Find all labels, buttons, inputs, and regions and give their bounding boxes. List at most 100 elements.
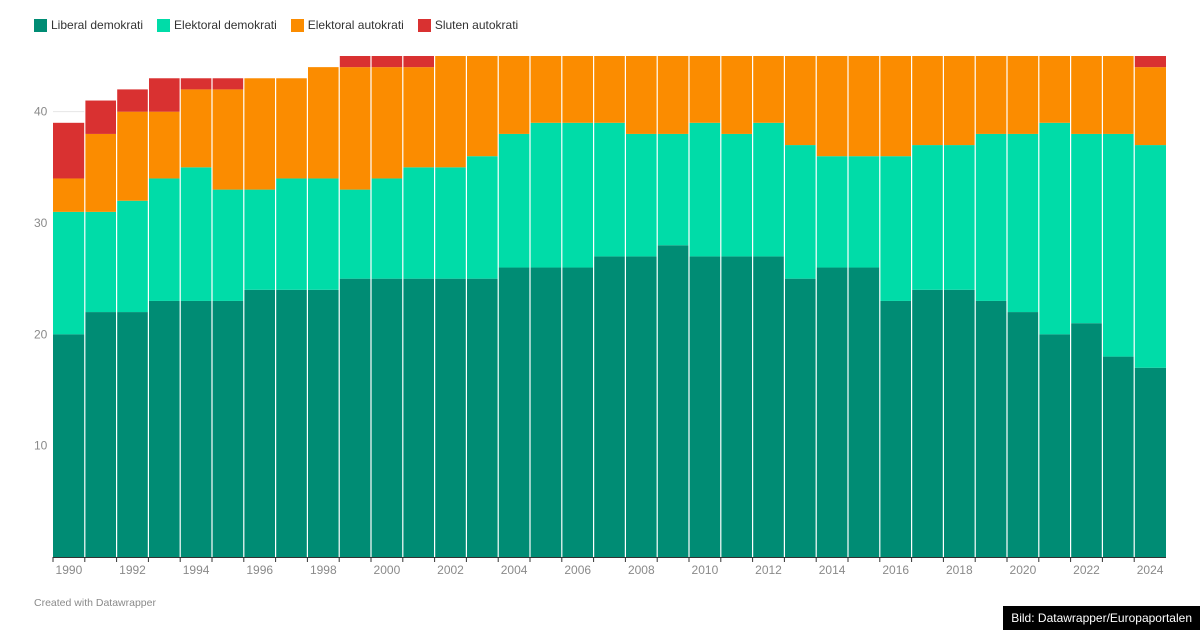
bar-segment [402, 67, 435, 168]
bar-segment [180, 167, 212, 301]
bar-segment [752, 56, 785, 123]
bar-segment [148, 300, 181, 557]
bar-segment [371, 56, 403, 68]
bar-segment [657, 245, 689, 557]
bar-segment [275, 78, 308, 179]
bar-segment [53, 178, 85, 212]
x-tick-label: 2008 [628, 563, 655, 577]
bar-segment [943, 289, 976, 557]
bar-segment [116, 312, 149, 557]
bar-segment [879, 56, 912, 157]
bar-segment [593, 256, 626, 557]
legend-item: Elektoral autokrati [290, 18, 404, 32]
bar-segment [625, 133, 658, 257]
bar-segment [593, 56, 626, 123]
bar-segment [307, 289, 340, 557]
legend-label: Liberal demokrati [51, 18, 144, 32]
bar-segment [657, 133, 689, 246]
bar-segment [434, 278, 467, 557]
legend-label: Elektoral demokrati [174, 18, 277, 32]
image-credit: Bild: Datawrapper/Europaportalen [1003, 606, 1200, 630]
bar-segment [371, 278, 403, 557]
bar-segment [402, 56, 435, 68]
bar-segment [84, 312, 117, 557]
bar-segment [530, 56, 562, 123]
bar-segment [561, 122, 594, 268]
bar-segment [212, 189, 244, 301]
bar-segment [911, 56, 944, 146]
x-tick-label: 2010 [692, 563, 719, 577]
legend-swatch [34, 18, 47, 32]
bar-segment [402, 167, 435, 279]
bar-segment [84, 100, 117, 134]
bar-segment [307, 67, 340, 179]
bar-segment [371, 67, 403, 179]
bar-segment [466, 56, 499, 157]
bar-segment [1007, 133, 1039, 313]
x-tick-label: 2024 [1137, 563, 1164, 577]
bar-segment [339, 67, 371, 190]
bar-segment [148, 78, 181, 112]
bar-segment [402, 278, 435, 557]
x-tick-label: 2022 [1073, 563, 1100, 577]
bar-segment [466, 278, 499, 557]
x-tick-label: 2014 [819, 563, 846, 577]
x-tick-label: 2020 [1010, 563, 1037, 577]
bar-segment [116, 111, 149, 201]
bar-segment [339, 189, 371, 279]
bar-segment [530, 267, 562, 557]
x-tick-label: 1994 [183, 563, 210, 577]
bar-segment [180, 300, 212, 557]
y-tick-label: 10 [34, 439, 48, 453]
legend-item: Sluten autokrati [417, 18, 518, 32]
bar-segment [84, 211, 117, 313]
bar-segment [593, 122, 626, 257]
bar-segment [116, 89, 149, 112]
bar-segment [1038, 334, 1071, 557]
bar-segment [784, 145, 817, 279]
bar-segment [625, 56, 658, 134]
bar-segment [275, 289, 308, 557]
x-tick-label: 1992 [119, 563, 146, 577]
bar-segment [720, 133, 753, 257]
bar-segment [625, 256, 658, 557]
y-tick-label: 40 [34, 105, 48, 119]
bar-segment [243, 189, 276, 290]
bar-segment [848, 267, 880, 557]
bar-segment [307, 178, 340, 290]
bar-segment [116, 200, 149, 313]
bar-segment [752, 122, 785, 257]
bar-segment [975, 56, 1007, 134]
bar-segment [339, 56, 371, 68]
bar-segment [434, 167, 467, 279]
x-tick-label: 2004 [501, 563, 528, 577]
bar-segment [466, 156, 499, 279]
bar-segment [816, 56, 848, 157]
x-tick-label: 1998 [310, 563, 337, 577]
bar-segment [879, 300, 912, 557]
bar-segment [848, 156, 880, 268]
bar-segment [148, 178, 181, 301]
bar-segment [180, 89, 212, 168]
bar-segment [720, 56, 753, 134]
x-tick-label: 2012 [755, 563, 782, 577]
legend-label: Elektoral autokrati [307, 18, 404, 32]
bar-segment [243, 289, 276, 557]
bar-segment [689, 122, 721, 257]
bar-segment [720, 256, 753, 557]
bar-segment [371, 178, 403, 279]
bar-segment [1007, 312, 1039, 557]
x-tick-label: 2000 [374, 563, 401, 577]
bar-segment [339, 278, 371, 557]
x-tick-label: 2018 [946, 563, 973, 577]
bar-segment [148, 111, 181, 179]
bar-segment [1038, 56, 1071, 123]
bar-segment [911, 289, 944, 557]
bar-segment [848, 56, 880, 157]
bar-segment [943, 56, 976, 146]
legend-item: Liberal demokrati [34, 18, 143, 32]
bar-segment [243, 78, 276, 190]
bar-segment [180, 78, 212, 90]
bar-segment [816, 267, 848, 557]
